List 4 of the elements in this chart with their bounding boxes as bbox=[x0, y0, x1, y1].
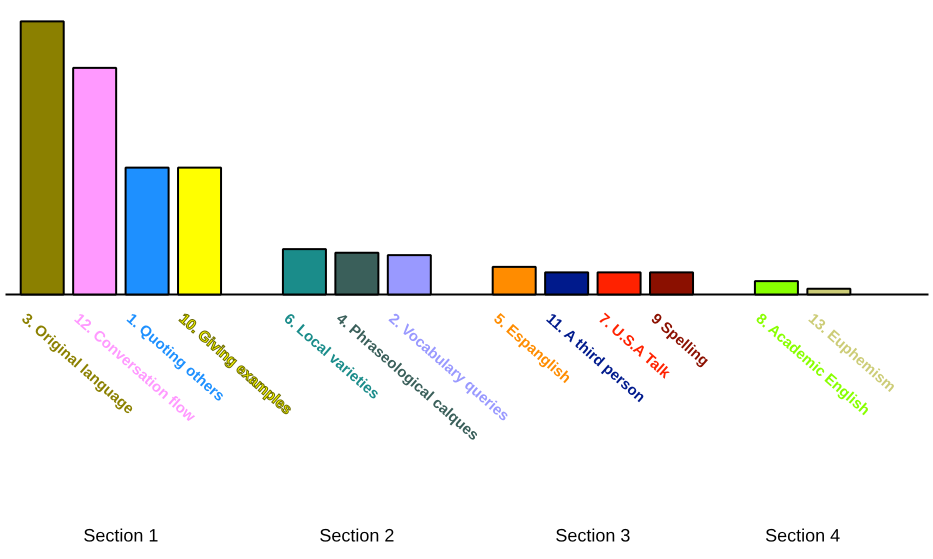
text: Section 3 bbox=[555, 525, 630, 546]
text: Section 1 bbox=[83, 525, 158, 546]
text: Section 2 bbox=[319, 525, 394, 546]
text: Section 4 bbox=[765, 525, 840, 546]
